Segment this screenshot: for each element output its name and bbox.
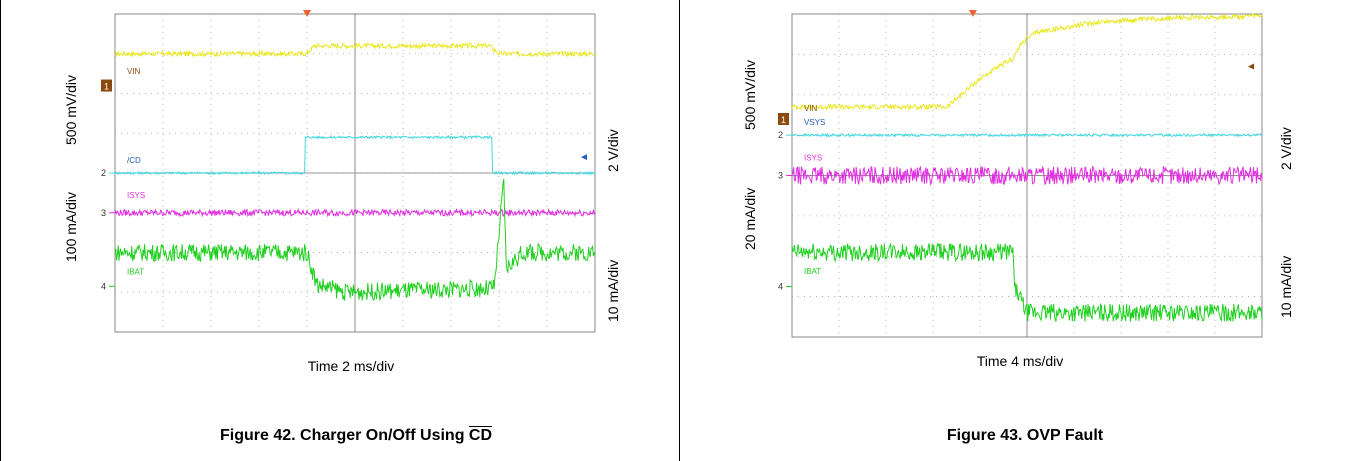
reference-arrow [581, 154, 587, 161]
trace-ibat [791, 242, 1263, 323]
channel-marker-2: 2 [101, 168, 106, 178]
trace-label-ibat: IBAT [127, 268, 144, 277]
channel-marker-1 [778, 112, 789, 125]
oscilloscope-plot-fig42: 1 2 3 4 VIN/CD ISYS IBAT [101, 10, 596, 333]
right-axis-label-top: 2 V/div [605, 129, 621, 172]
figure-caption: Figure 42. Charger On/Off Using CD [121, 427, 591, 445]
trace-ibat [114, 178, 596, 302]
trace-vin [791, 13, 1263, 111]
channel-marker-3: 3 [778, 171, 783, 181]
reference-arrow [1248, 63, 1254, 70]
channel-marker-label: 1 [104, 82, 109, 92]
figure-caption: Figure 43. OVP Fault [800, 427, 1250, 445]
channel-marker-label: 1 [781, 115, 786, 125]
channel-marker-4: 4 [778, 282, 783, 292]
left-axis-label-top: 500 mV/div [63, 74, 79, 145]
right-axis-label-top: 2 V/div [1278, 127, 1294, 170]
trace-label-ibat: IBAT [804, 267, 821, 276]
right-axis-label-bottom: 10 mA/div [605, 259, 621, 322]
trigger-marker [303, 10, 311, 17]
trace-vin [114, 41, 595, 58]
trace-vsys [791, 132, 1263, 138]
time-axis-label: Time 2 ms/div [307, 358, 395, 374]
trace-label-cd: /CD [127, 156, 141, 165]
trace-isys [114, 207, 596, 218]
caption-text: Figure 43. OVP Fault [946, 427, 1104, 444]
trace-label-isys: ISYS [127, 191, 145, 200]
channel-marker-3: 3 [101, 208, 106, 218]
oscilloscope-plot-fig43: 1 2 3 4 VIN VSYS ISYS IBAT [778, 10, 1263, 338]
channel-marker-1 [101, 79, 112, 92]
caption-text: Figure 42. Charger On/Off Using [219, 427, 469, 444]
left-axis-label-bottom: 100 mA/div [63, 191, 79, 262]
trace-label-vsys: VSYS [804, 118, 825, 127]
trace-label-vin: VIN [127, 67, 141, 76]
channel-marker-4: 4 [101, 281, 106, 291]
trace-cd [114, 134, 596, 176]
time-axis-label: Time 4 ms/div [976, 353, 1064, 369]
trace-label-vin: VIN [804, 104, 818, 113]
trigger-marker [968, 10, 977, 17]
figure-42-panel: 1 2 3 4 VIN/CD ISYS IBAT 500 mV/div 100 mA/div… [0, 0, 680, 461]
trace-label-isys: ISYS [804, 154, 822, 163]
right-axis-label-bottom: 10 mA/div [1278, 255, 1294, 318]
caption-overline-text: CD [468, 427, 493, 444]
left-axis-label-top: 500 mV/div [742, 59, 758, 130]
channel-marker-2: 2 [778, 130, 783, 140]
trace-isys [791, 165, 1263, 187]
left-axis-label-bottom: 20 mA/div [742, 187, 758, 250]
